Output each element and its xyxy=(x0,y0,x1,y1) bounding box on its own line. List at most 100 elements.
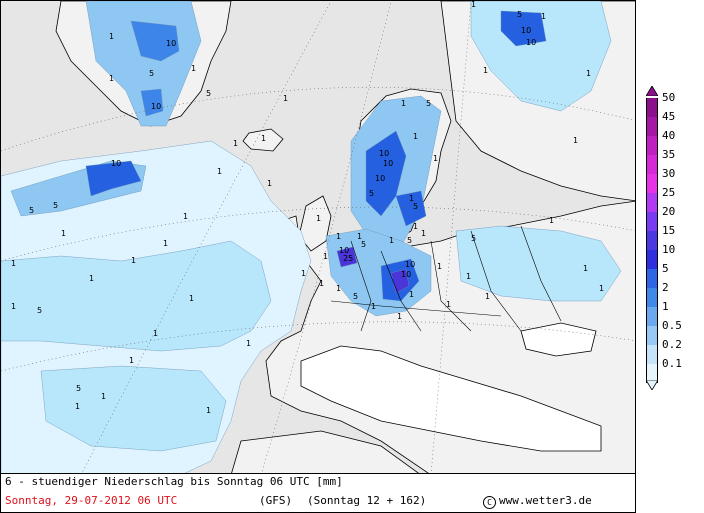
legend-swatch xyxy=(646,193,658,212)
legend-swatch xyxy=(646,98,658,117)
contour-label: 1 xyxy=(421,229,426,238)
map-footer: 6 - stuendiger Niederschlag bis Sonntag … xyxy=(0,474,636,513)
precip-fields xyxy=(1,1,622,473)
contour-label: 1 xyxy=(11,302,16,311)
legend-swatch xyxy=(646,364,658,383)
contour-label: 1 xyxy=(163,239,168,248)
contour-label: 5 xyxy=(76,384,81,393)
footer-title: 6 - stuendiger Niederschlag bis Sonntag … xyxy=(5,475,343,488)
contour-label: 1 xyxy=(446,300,451,309)
contour-label: 1 xyxy=(89,274,94,283)
contour-label: 1 xyxy=(599,284,604,293)
legend-swatch xyxy=(646,326,658,345)
legend-label: 20 xyxy=(662,205,676,218)
precip-greenland-core xyxy=(130,20,180,62)
contour-label: 10 xyxy=(111,159,121,168)
legend-label: 0.1 xyxy=(662,357,682,370)
contour-label: 1 xyxy=(246,339,251,348)
contour-label: 1 xyxy=(401,99,406,108)
legend-label: 5 xyxy=(662,262,669,275)
north-africa-landmass xyxy=(231,430,419,473)
contour-label: 1 xyxy=(189,294,194,303)
legend-swatch xyxy=(646,288,658,307)
contour-label: 1 xyxy=(323,252,328,261)
contour-label: 10 xyxy=(166,39,176,48)
country-borders xyxy=(330,225,562,332)
contour-label: 1 xyxy=(573,136,578,145)
contour-label: 1 xyxy=(153,329,158,338)
contour-label: 1 xyxy=(586,69,591,78)
legend-label: 30 xyxy=(662,167,676,180)
contour-label: 1 xyxy=(131,256,136,265)
contour-label: 10 xyxy=(339,246,349,255)
contour-label: 1 xyxy=(409,194,414,203)
contour-label: 1 xyxy=(75,402,80,411)
precip-benelux-max xyxy=(336,246,358,268)
legend-label: 25 xyxy=(662,186,676,199)
contour-label: 1 xyxy=(371,302,376,311)
contour-label: 1 xyxy=(267,179,272,188)
contour-label: 1 xyxy=(549,216,554,225)
contour-label: 1 xyxy=(129,356,134,365)
contour-label: 5 xyxy=(37,306,42,315)
contour-label: 1 xyxy=(583,264,588,273)
contour-label: 10 xyxy=(405,260,415,269)
contour-label: 1 xyxy=(183,212,188,221)
contour-label: 10 xyxy=(151,102,161,111)
legend-label: 0.5 xyxy=(662,319,682,332)
contour-label: 1 xyxy=(485,292,490,301)
contour-label: 10 xyxy=(383,159,393,168)
contour-label: 1 xyxy=(191,64,196,73)
legend-label: 45 xyxy=(662,110,676,123)
legend-swatch xyxy=(646,174,658,193)
contour-label: 5 xyxy=(426,99,431,108)
contour-label: 1 xyxy=(409,290,414,299)
contour-label: 1 xyxy=(471,1,476,9)
contour-label: 1 xyxy=(109,74,114,83)
contour-label: 5 xyxy=(206,89,211,98)
legend-label: 15 xyxy=(662,224,676,237)
legend-label: 40 xyxy=(662,129,676,142)
map-canvas: 10 10 5 1 1 5 10 1 1 1 5 10 1 1 1 5 1 1 … xyxy=(1,1,635,473)
legend-bottom-arrow xyxy=(646,380,658,390)
contour-label: 10 xyxy=(521,26,531,35)
contour-label: 1 xyxy=(233,139,238,148)
legend-label: 0.2 xyxy=(662,338,682,351)
contour-label: 5 xyxy=(53,201,58,210)
legend-label: 10 xyxy=(662,243,676,256)
legend-swatch xyxy=(646,250,658,269)
legend-swatch xyxy=(646,231,658,250)
contour-labels: 10 10 5 1 1 5 10 1 1 1 5 10 1 1 1 5 1 1 … xyxy=(11,1,604,415)
mediterranean-sea xyxy=(300,345,602,452)
contour-label: 5 xyxy=(29,206,34,215)
contour-label: 5 xyxy=(407,236,412,245)
contour-label: 1 xyxy=(61,229,66,238)
legend-swatch xyxy=(646,136,658,155)
precip-labrador-core xyxy=(85,160,142,197)
legend-swatch xyxy=(646,345,658,364)
contour-label: 10 xyxy=(526,38,536,47)
contour-label: 1 xyxy=(301,269,306,278)
legend-swatch xyxy=(646,307,658,326)
contour-label: 1 xyxy=(433,154,438,163)
legend-swatch xyxy=(646,155,658,174)
contour-label: 5 xyxy=(369,189,374,198)
legend-label: 2 xyxy=(662,281,669,294)
black-sea xyxy=(520,322,597,357)
iceland-landmass xyxy=(242,128,284,152)
contour-label: 10 xyxy=(379,149,389,158)
contour-label: 1 xyxy=(283,94,288,103)
footer-date: Sonntag, 29-07-2012 06 UTC xyxy=(5,494,178,507)
legend-label: 35 xyxy=(662,148,676,161)
contour-label: 1 xyxy=(206,406,211,415)
contour-label: 1 xyxy=(466,272,471,281)
precip-russia-core xyxy=(500,10,547,47)
contour-label: 1 xyxy=(316,214,321,223)
graticule xyxy=(1,1,635,473)
contour-label: 1 xyxy=(483,66,488,75)
contour-label: 1 xyxy=(541,12,546,21)
legend-swatch xyxy=(646,269,658,288)
contour-label: 5 xyxy=(149,69,154,78)
contour-label: 5 xyxy=(353,292,358,301)
legend-swatch xyxy=(646,212,658,231)
